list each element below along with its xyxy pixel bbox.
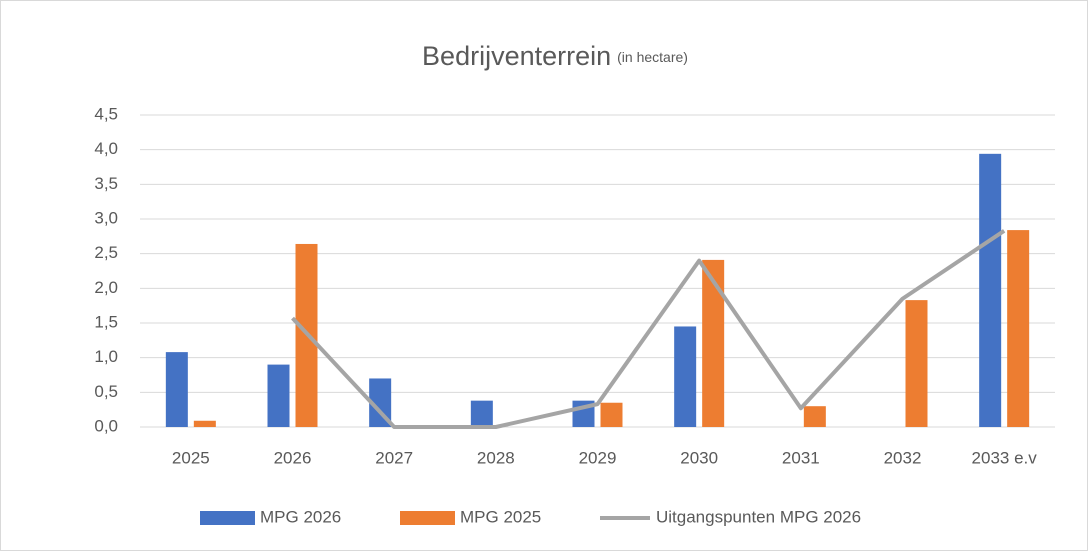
y-tick-label: 2,0	[94, 278, 118, 297]
y-tick-label: 1,0	[94, 347, 118, 366]
x-tick-label: 2026	[274, 448, 312, 467]
bar	[1007, 230, 1030, 427]
bar	[979, 153, 1002, 427]
y-tick-label: 4,5	[94, 104, 118, 123]
bar	[267, 364, 290, 427]
x-tick-label: 2029	[579, 448, 617, 467]
bar	[905, 300, 928, 427]
x-tick-label: 2027	[375, 448, 413, 467]
legend-swatch	[200, 511, 255, 525]
bar	[674, 326, 697, 427]
bar	[470, 400, 493, 427]
y-tick-label: 1,5	[94, 312, 118, 331]
legend-label: MPG 2026	[260, 507, 341, 526]
chart-title-group: Bedrijventerrein (in hectare)	[422, 41, 688, 71]
chart-title: Bedrijventerrein	[422, 41, 611, 71]
x-tick-label: 2025	[172, 448, 210, 467]
y-tick-label: 4,0	[94, 139, 118, 158]
y-tick-label: 3,5	[94, 174, 118, 193]
y-tick-label: 0,5	[94, 382, 118, 401]
chart-subtitle: (in hectare)	[617, 49, 688, 65]
legend-label: Uitgangspunten MPG 2026	[656, 507, 861, 526]
x-tick-label: 2031	[782, 448, 820, 467]
x-tick-label: 2030	[680, 448, 718, 467]
bar	[803, 406, 826, 427]
y-tick-label: 2,5	[94, 243, 118, 262]
bar	[369, 378, 392, 427]
bar	[165, 352, 188, 427]
bar	[600, 402, 623, 427]
x-tick-label: 2028	[477, 448, 515, 467]
x-tick-label: 2033 e.v	[972, 448, 1038, 467]
legend-swatch	[400, 511, 455, 525]
x-tick-label: 2032	[884, 448, 922, 467]
bar	[193, 420, 216, 427]
bar	[702, 259, 725, 427]
y-tick-label: 3,0	[94, 208, 118, 227]
y-tick-label: 0,0	[94, 416, 118, 435]
line	[291, 229, 1006, 429]
legend-label: MPG 2025	[460, 507, 541, 526]
